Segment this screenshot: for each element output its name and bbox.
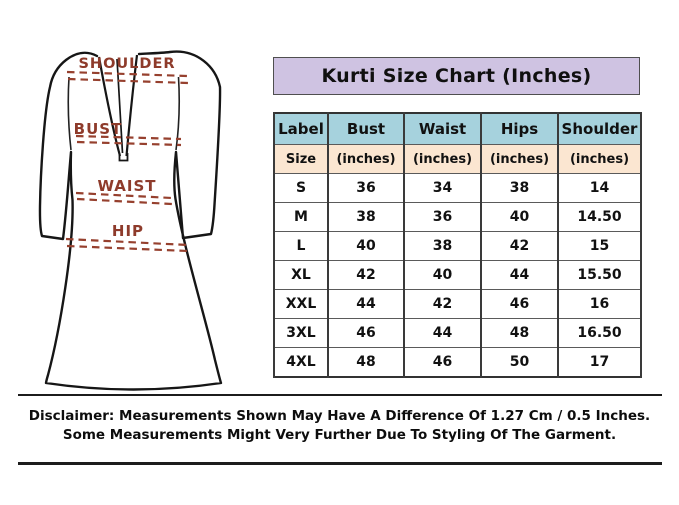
waist-dash-line xyxy=(75,191,173,206)
disclaimer-line2: Some Measurements Might Very Further Due… xyxy=(62,427,617,443)
bust-value: 36 xyxy=(327,173,405,203)
hips-value: 50 xyxy=(480,347,559,378)
right-armhole-seam xyxy=(175,76,180,151)
divider-top xyxy=(18,394,662,396)
waist-value: 42 xyxy=(403,289,482,319)
table-header-row: Label Bust Waist Hips Shoulder xyxy=(273,112,642,145)
hips-value: 44 xyxy=(480,260,559,290)
col-header-label: Label xyxy=(273,112,329,145)
size-label: L xyxy=(273,231,329,261)
shoulder-value: 16 xyxy=(557,289,642,319)
hips-value: 48 xyxy=(480,318,559,348)
size-label: XL xyxy=(273,260,329,290)
diagram-label-shoulder: SHOULDER xyxy=(78,56,175,72)
col-header-waist: Waist xyxy=(403,112,482,145)
waist-value: 38 xyxy=(403,231,482,261)
shoulder-dash-line xyxy=(66,70,189,85)
waist-value: 40 xyxy=(403,260,482,290)
diagram-label-waist: WAIST xyxy=(97,177,156,195)
shoulder-value: 17 xyxy=(557,347,642,378)
table-row-xxl: XXL 44 42 46 16 xyxy=(273,289,642,319)
chart-title-bar: Kurti Size Chart (Inches) xyxy=(273,57,640,95)
size-label: XXL xyxy=(273,289,329,319)
size-label: 3XL xyxy=(273,318,329,348)
neck-slit-inner-line xyxy=(116,58,124,154)
shoulder-value: 15.50 xyxy=(557,260,642,290)
hips-value: 38 xyxy=(480,173,559,203)
bust-value: 48 xyxy=(327,347,405,378)
waist-value: 36 xyxy=(403,202,482,232)
table-row-4xl: 4XL 48 46 50 17 xyxy=(273,347,642,378)
table-row-3xl: 3XL 46 44 48 16.50 xyxy=(273,318,642,348)
diagram-label-hip: HIP xyxy=(112,222,144,240)
bust-dash-line xyxy=(75,134,182,147)
divider-bottom xyxy=(18,462,662,465)
table-row-s: S 36 34 38 14 xyxy=(273,173,642,203)
neck-slit-right-line xyxy=(125,54,139,157)
shoulder-value: 14.50 xyxy=(557,202,642,232)
waist-value: 44 xyxy=(403,318,482,348)
subheader-size: Size xyxy=(273,144,329,174)
waist-value: 46 xyxy=(403,347,482,378)
shoulder-value: 15 xyxy=(557,231,642,261)
size-label: M xyxy=(273,202,329,232)
shoulder-value: 14 xyxy=(557,173,642,203)
col-header-hips: Hips xyxy=(480,112,559,145)
subheader-shoulder-unit: (inches) xyxy=(557,144,642,174)
left-armhole-seam xyxy=(67,76,72,151)
hips-value: 42 xyxy=(480,231,559,261)
chart-title: Kurti Size Chart (Inches) xyxy=(321,65,592,87)
table-row-l: L 40 38 42 15 xyxy=(273,231,642,261)
size-label: S xyxy=(273,173,329,203)
neck-slit-left-line xyxy=(97,56,122,157)
col-header-shoulder: Shoulder xyxy=(557,112,642,145)
disclaimer-line1: Disclaimer: Measurements Shown May Have … xyxy=(28,408,651,424)
kurti-diagram: SHOULDER BUST WAIST HIP xyxy=(38,50,223,391)
kurti-outline xyxy=(38,50,223,391)
bust-value: 46 xyxy=(327,318,405,348)
disclaimer: Disclaimer: Measurements Shown May Have … xyxy=(0,407,679,445)
subheader-waist-unit: (inches) xyxy=(403,144,482,174)
bust-value: 40 xyxy=(327,231,405,261)
col-header-bust: Bust xyxy=(327,112,405,145)
bust-value: 44 xyxy=(327,289,405,319)
subheader-bust-unit: (inches) xyxy=(327,144,405,174)
shoulder-value: 16.50 xyxy=(557,318,642,348)
table-row-m: M 38 36 40 14.50 xyxy=(273,202,642,232)
hips-value: 40 xyxy=(480,202,559,232)
neck-slit-base xyxy=(118,153,129,162)
bust-value: 42 xyxy=(327,260,405,290)
hips-value: 46 xyxy=(480,289,559,319)
subheader-hips-unit: (inches) xyxy=(480,144,559,174)
size-table: Label Bust Waist Hips Shoulder Size (inc… xyxy=(273,112,642,378)
bust-value: 38 xyxy=(327,202,405,232)
table-subheader-row: Size (inches) (inches) (inches) (inches) xyxy=(273,144,642,174)
diagram-label-bust: BUST xyxy=(74,120,123,138)
waist-value: 34 xyxy=(403,173,482,203)
hip-dash-line xyxy=(65,237,189,253)
table-row-xl: XL 42 40 44 15.50 xyxy=(273,260,642,290)
size-label: 4XL xyxy=(273,347,329,378)
